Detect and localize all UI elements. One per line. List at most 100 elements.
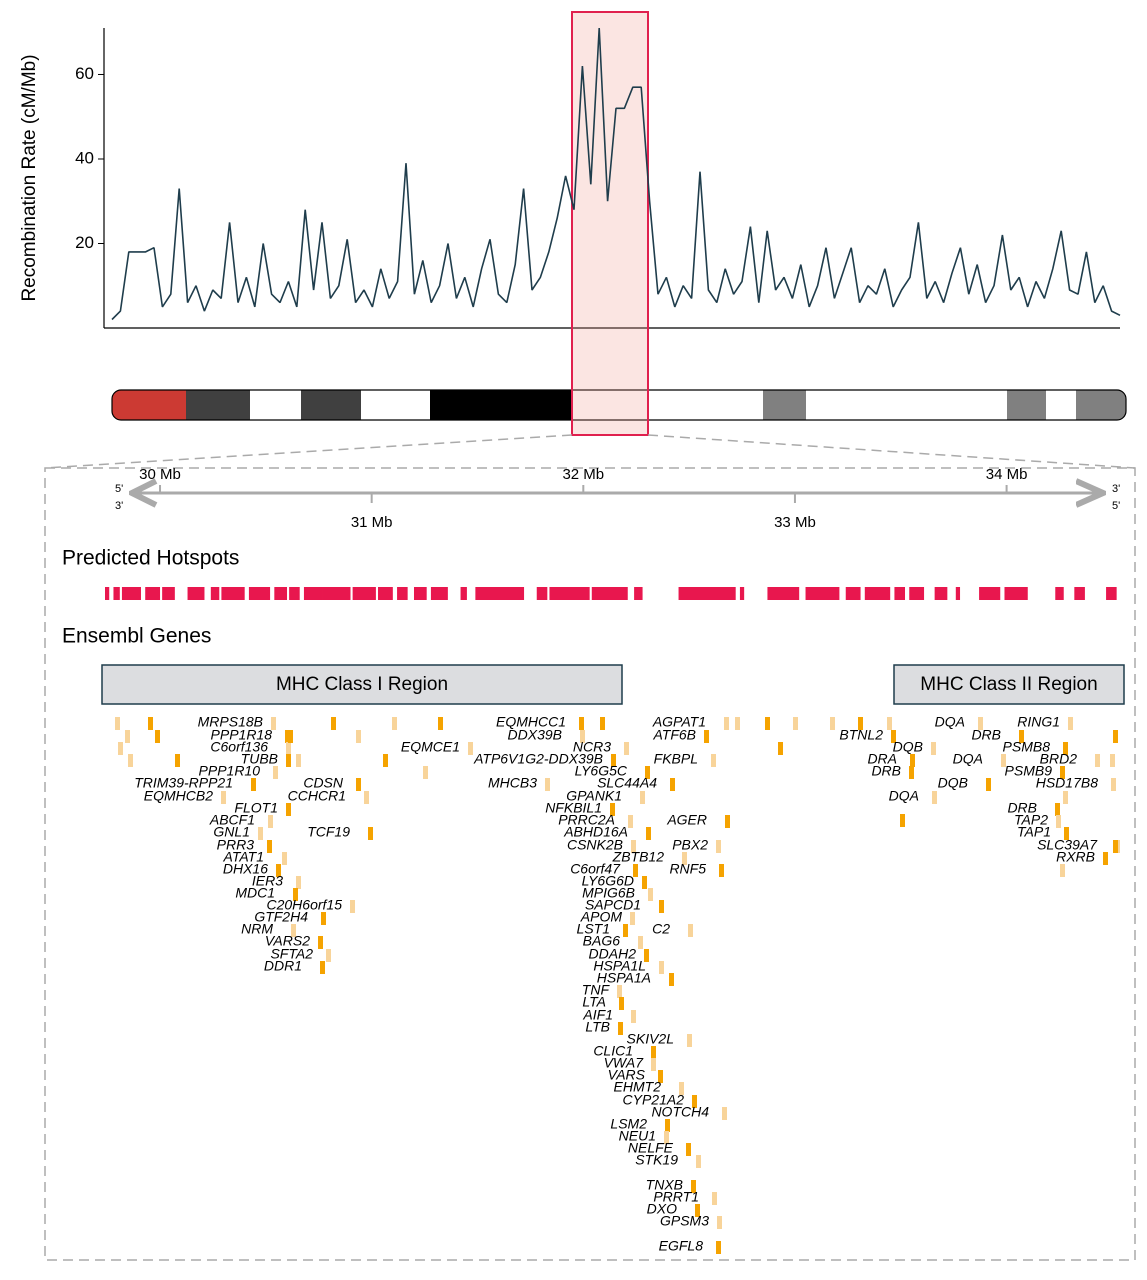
- gene-label: HSD17B8: [1036, 775, 1098, 791]
- gene-label: CSNK2B: [567, 837, 623, 853]
- gene-glyph: [628, 815, 633, 828]
- gene-glyph: [711, 754, 716, 767]
- gene-label: LST1: [577, 921, 610, 937]
- gene-glyph: [665, 1119, 670, 1132]
- hotspot: [113, 587, 120, 600]
- gene-glyph: [268, 815, 273, 828]
- gene-label: TCF19: [307, 824, 350, 840]
- gene-label: TAP2: [1014, 812, 1048, 828]
- gene-glyph: [986, 778, 991, 791]
- gene-label: C2: [652, 921, 670, 937]
- gene-label: PRRT1: [653, 1189, 699, 1205]
- gene-glyph: [291, 924, 296, 937]
- gene-label: RXRB: [1056, 849, 1095, 865]
- gene-label: DQB: [938, 775, 968, 791]
- hotspot: [1055, 587, 1064, 600]
- gene-glyph: [364, 791, 369, 804]
- zoom-box: [571, 11, 649, 436]
- gene-glyph: [695, 1204, 700, 1217]
- gene-glyph: [423, 766, 428, 779]
- gene-glyph: [900, 814, 905, 827]
- gene-glyph: [778, 742, 783, 755]
- gene-glyph: [735, 717, 740, 730]
- region-label: MHC Class I Region: [276, 674, 448, 695]
- gene-glyph: [646, 827, 651, 840]
- hotspot: [1074, 587, 1085, 600]
- gene-glyph: [692, 1095, 697, 1108]
- gene-glyph: [1110, 754, 1115, 767]
- gene-label: RNF5: [669, 861, 706, 877]
- gene-glyph: [1103, 852, 1108, 865]
- gene-label: STK19: [635, 1152, 678, 1168]
- gene-glyph: [580, 730, 585, 743]
- region-label: MHC Class II Region: [920, 674, 1097, 695]
- gene-label: C6orf47: [570, 861, 621, 877]
- gene-label: CLIC1: [593, 1043, 633, 1059]
- hotspot: [767, 587, 800, 600]
- gene-label: C6orf136: [210, 739, 268, 755]
- gene-glyph: [664, 1131, 669, 1144]
- gene-label: NELFE: [628, 1140, 674, 1156]
- gene-glyph: [368, 827, 373, 840]
- gene-glyph: [282, 852, 287, 865]
- gene-glyph: [1113, 840, 1118, 853]
- hotspot: [934, 587, 948, 600]
- strand-label: 3': [1112, 483, 1120, 495]
- gene-label: LTB: [585, 1019, 610, 1035]
- gene-glyph: [273, 766, 278, 779]
- gene-glyph: [350, 900, 355, 913]
- hotspot: [187, 587, 205, 600]
- gene-glyph: [288, 730, 293, 743]
- x-tick-label: 31 Mb: [351, 514, 393, 531]
- hotspot: [378, 587, 393, 600]
- gene-label: DQA: [935, 714, 965, 730]
- gene-glyph: [679, 1082, 684, 1095]
- gene-glyph: [793, 717, 798, 730]
- gene-glyph: [619, 997, 624, 1010]
- gene-label: SLC44A4: [597, 775, 657, 791]
- gene-glyph: [630, 912, 635, 925]
- hotspot: [549, 587, 590, 600]
- hotspot: [303, 587, 323, 600]
- gene-glyph: [631, 1010, 636, 1023]
- hotspot: [289, 587, 300, 600]
- gene-label: TNF: [582, 982, 611, 998]
- gene-glyph: [286, 742, 291, 755]
- gene-glyph: [1113, 730, 1118, 743]
- gene-label: ATP6V1G2-DDX39B: [473, 751, 603, 767]
- gene-label: LY6G6D: [582, 873, 634, 889]
- gene-label: NRM: [241, 921, 273, 937]
- zoom-panel: [44, 434, 1136, 1261]
- gene-glyph: [392, 717, 397, 730]
- hotspot: [909, 587, 925, 600]
- gene-label: CCHCR1: [288, 788, 346, 804]
- gene-glyph: [1001, 754, 1006, 767]
- hotspot: [248, 587, 271, 600]
- gene-glyph: [286, 803, 291, 816]
- gene-glyph: [320, 961, 325, 974]
- gene-glyph: [765, 717, 770, 730]
- gene-glyph: [271, 717, 276, 730]
- gene-glyph: [687, 1034, 692, 1047]
- gene-label: DQA: [953, 751, 983, 767]
- gene-glyph: [318, 936, 323, 949]
- hotspot: [739, 587, 745, 600]
- gene-glyph: [1095, 754, 1100, 767]
- y-tick-label: 40: [75, 148, 94, 167]
- gene-glyph: [286, 754, 291, 767]
- strand-label: 5': [115, 483, 123, 495]
- gene-glyph: [658, 1070, 663, 1083]
- gene-label: VWA7: [604, 1055, 645, 1071]
- gene-glyph: [155, 730, 160, 743]
- gene-label: ABCF1: [209, 812, 255, 828]
- gene-label: TNXB: [646, 1177, 683, 1193]
- gene-label: MPIG6B: [582, 885, 635, 901]
- gene-label: ATF6B: [652, 727, 696, 743]
- gene-glyph: [910, 754, 915, 767]
- gene-label: DDR1: [264, 958, 302, 974]
- gene-glyph: [1063, 791, 1068, 804]
- gene-label: AIF1: [582, 1007, 613, 1023]
- gene-label: NFKBIL1: [545, 800, 602, 816]
- gene-glyph: [610, 803, 615, 816]
- hotspot: [121, 587, 141, 600]
